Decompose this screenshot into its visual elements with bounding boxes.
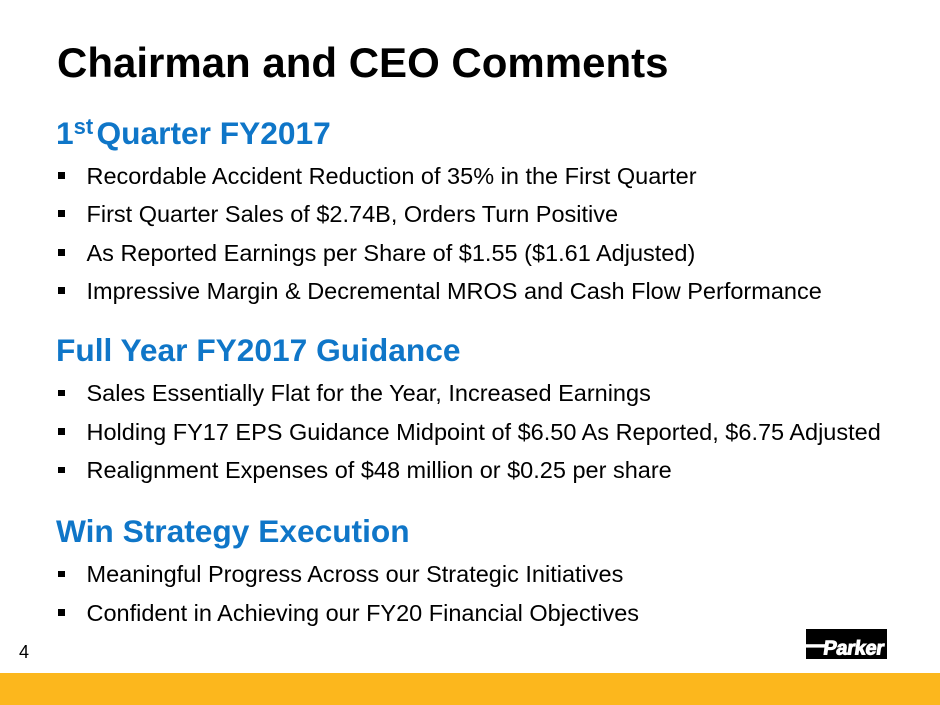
svg-text:Parker: Parker	[822, 637, 886, 659]
